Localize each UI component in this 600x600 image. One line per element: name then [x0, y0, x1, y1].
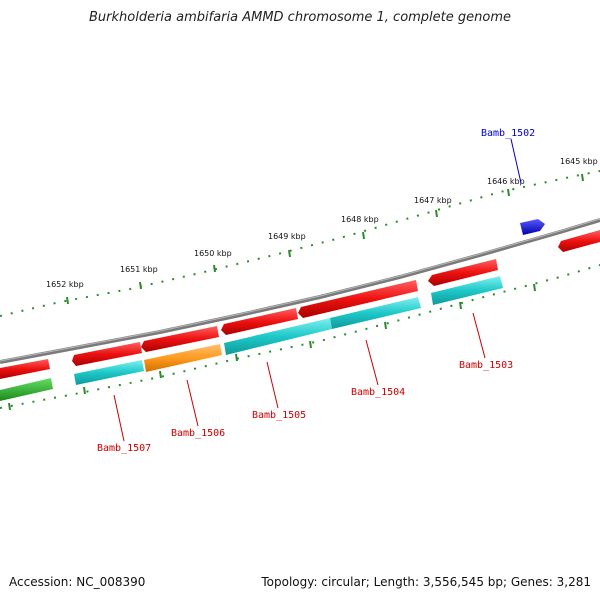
gene-forward[interactable]: [558, 230, 600, 252]
major-tick: [83, 386, 86, 395]
major-tick: [533, 283, 536, 292]
tick-labels: 1652 kbp 1651 kbp 1650 kbp 1649 kbp 1648…: [46, 157, 598, 289]
outer-dotted-arc: [0, 170, 600, 317]
tick-label: 1650 kbp: [194, 249, 232, 258]
gene-forward[interactable]: [298, 280, 418, 318]
gene-label-bamb-1506[interactable]: Bamb_1506: [171, 428, 225, 439]
gene-bamb-1506[interactable]: [144, 344, 222, 372]
inner-tick-scale: [0, 264, 600, 411]
gene-forward[interactable]: [0, 359, 50, 379]
gene-bamb-1505[interactable]: [224, 318, 332, 355]
tick-label: 1649 kbp: [268, 232, 306, 241]
leader-line-bamb-1502: [510, 138, 522, 184]
accession-text: Accession: NC_008390: [9, 575, 146, 589]
major-tick: [8, 402, 11, 411]
gene-forward[interactable]: [428, 259, 498, 286]
major-tick: [459, 301, 462, 310]
forward-strand-genes: [0, 230, 600, 379]
tick-label: 1652 kbp: [46, 280, 84, 289]
major-tick: [309, 340, 312, 349]
gene-labels: Bamb_1502 Bamb_1503 Bamb_1504 Bamb_1505 …: [97, 128, 535, 454]
reverse-strand-genes: [0, 276, 503, 401]
tick-label: 1645 kbp: [560, 157, 598, 166]
tick-label: 1647 kbp: [414, 196, 452, 205]
tick-label: 1651 kbp: [120, 265, 158, 274]
major-tick: [384, 321, 387, 330]
leader-line-bamb-1505: [266, 361, 279, 409]
genome-summary-text: Topology: circular; Length: 3,556,545 bp…: [261, 575, 591, 589]
gene-leader-lines: [113, 138, 522, 442]
gene-reverse-green[interactable]: [0, 378, 53, 401]
major-tick: [581, 173, 584, 182]
genome-backbone-highlight: [0, 218, 600, 362]
gene-forward[interactable]: [141, 326, 219, 352]
major-tick: [507, 188, 510, 197]
gene-label-bamb-1505[interactable]: Bamb_1505: [252, 410, 306, 421]
major-tick: [139, 281, 142, 290]
leader-line-bamb-1506: [186, 379, 199, 427]
major-tick: [435, 209, 438, 218]
gene-forward[interactable]: [72, 342, 142, 366]
major-tick: [362, 231, 365, 240]
outer-tick-scale: [0, 170, 600, 317]
leader-line-bamb-1504: [365, 339, 379, 386]
major-tick: [159, 370, 162, 379]
gene-label-bamb-1507[interactable]: Bamb_1507: [97, 443, 151, 454]
gene-forward[interactable]: [221, 308, 298, 335]
genome-backbone: [0, 218, 600, 364]
gene-bamb-1503[interactable]: [431, 276, 503, 305]
tick-label: 1648 kbp: [341, 215, 379, 224]
major-tick: [213, 264, 216, 273]
gene-label-bamb-1502[interactable]: Bamb_1502: [481, 128, 535, 139]
leader-line-bamb-1507: [113, 394, 125, 442]
gene-bamb-1504[interactable]: [330, 297, 421, 329]
gene-label-bamb-1504[interactable]: Bamb_1504: [351, 387, 405, 398]
gene-label-bamb-1503[interactable]: Bamb_1503: [459, 360, 513, 371]
leader-line-bamb-1503: [472, 312, 486, 359]
map-title: Burkholderia ambifaria AMMD chromosome 1…: [88, 10, 512, 25]
gene-bamb-1502[interactable]: [520, 219, 545, 235]
major-tick: [288, 249, 291, 258]
tick-label: 1646 kbp: [487, 177, 525, 186]
major-tick: [66, 296, 69, 305]
major-tick: [235, 353, 238, 362]
gene-reverse[interactable]: [74, 360, 144, 385]
